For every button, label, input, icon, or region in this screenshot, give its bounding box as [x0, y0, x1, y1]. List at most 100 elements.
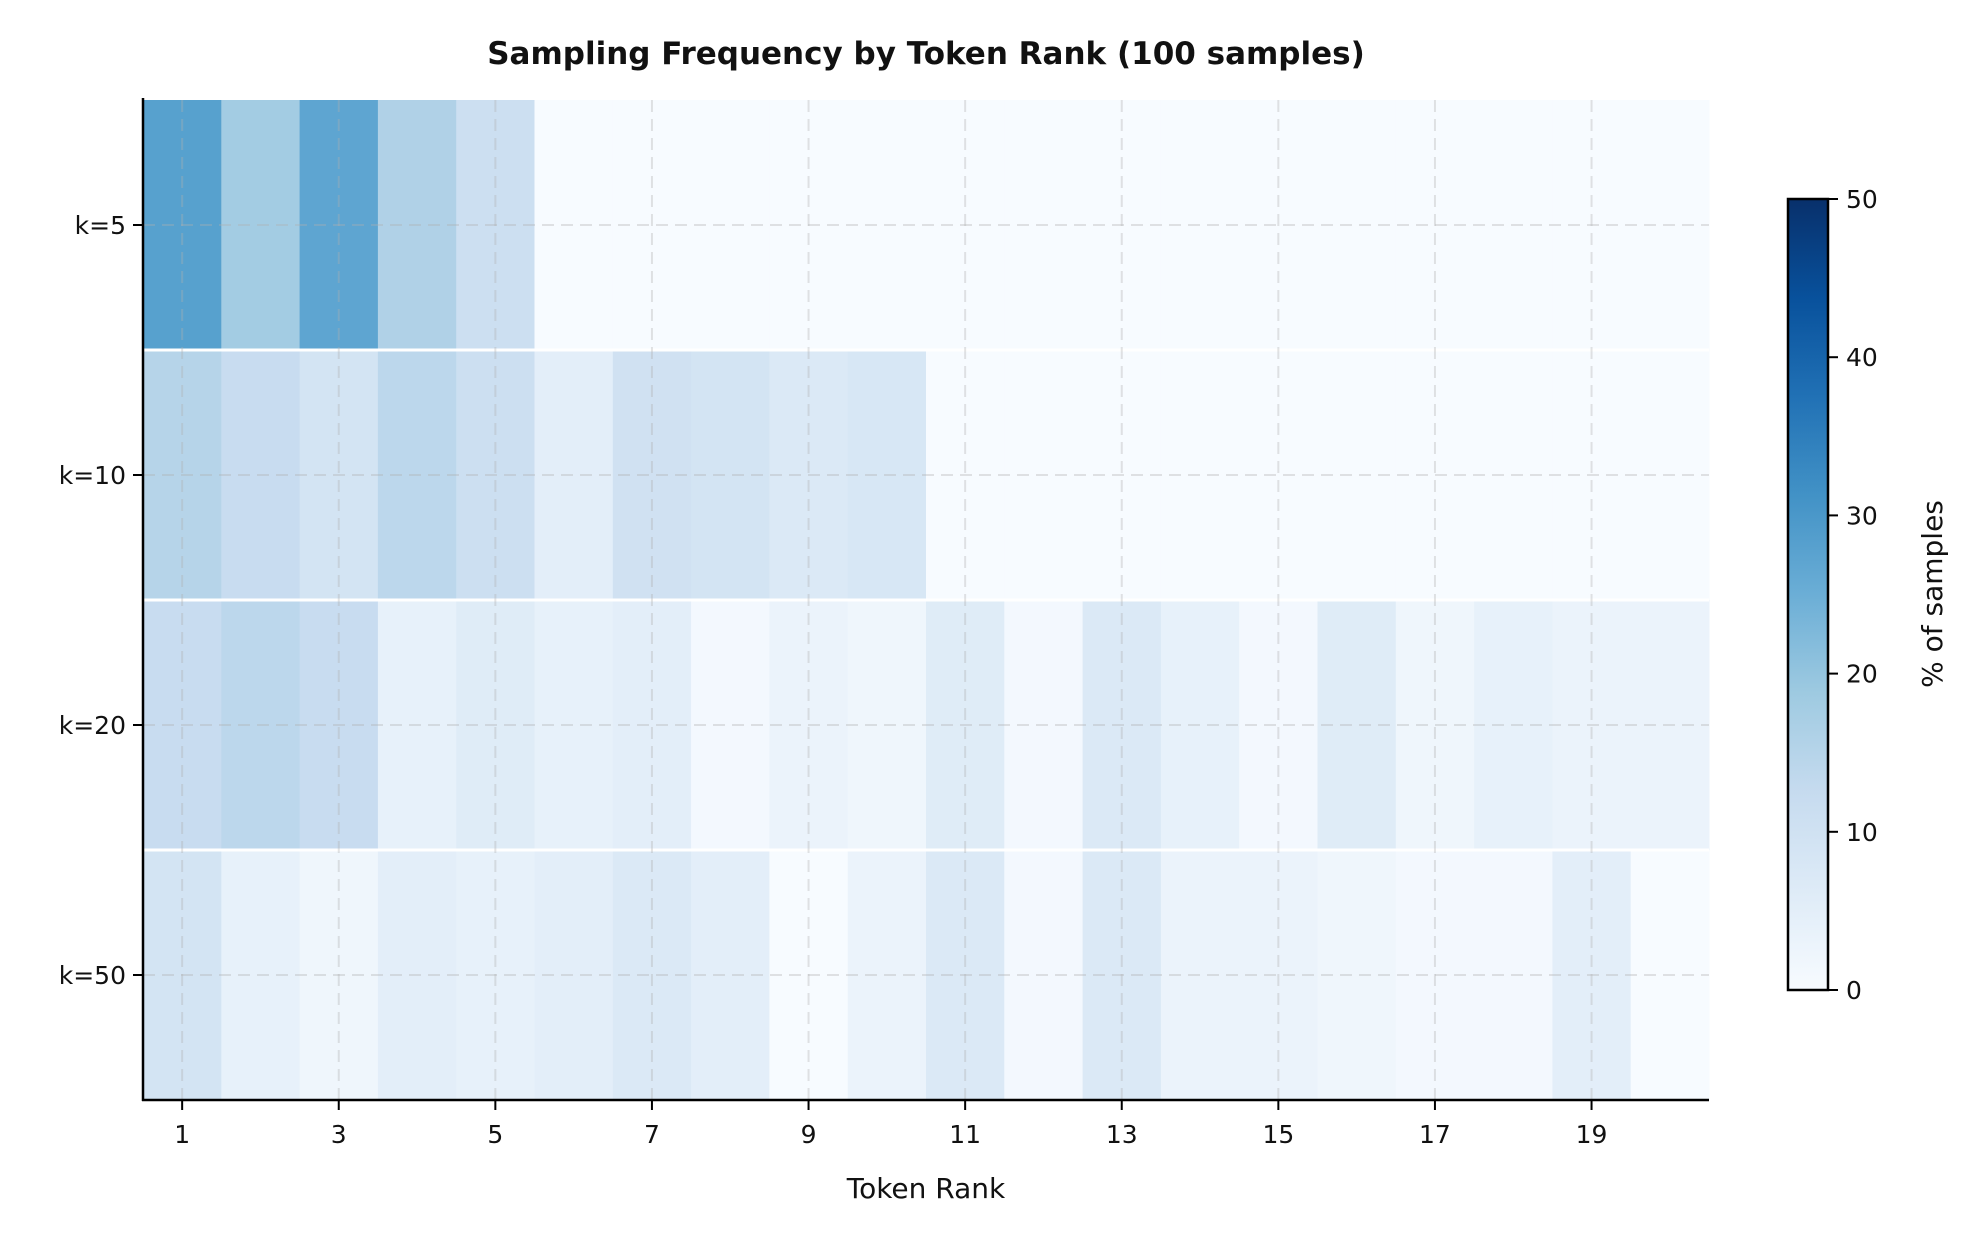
heatmap-cell	[1004, 600, 1084, 850]
heatmap-cell	[534, 600, 614, 850]
heatmap-cell	[377, 850, 457, 1100]
x-tick-label: 17	[1419, 1120, 1451, 1149]
colorbar-tick-label: 30	[1846, 501, 1878, 530]
heatmap-cell	[534, 850, 614, 1100]
heatmap-cell	[769, 100, 849, 350]
heatmap-cell	[691, 600, 770, 850]
x-tick-label: 11	[949, 1120, 981, 1149]
x-tick-label: 13	[1106, 1120, 1138, 1149]
heatmap-cell	[1395, 350, 1475, 600]
heatmap-cell	[1552, 350, 1632, 600]
heatmap-cell	[299, 350, 379, 600]
heatmap-cell	[1630, 350, 1710, 600]
colorbar-tick-label: 0	[1846, 976, 1862, 1005]
heatmap-cell	[221, 600, 301, 850]
x-tick-label: 15	[1262, 1120, 1294, 1149]
chart-title: Sampling Frequency by Token Rank (100 sa…	[487, 36, 1365, 72]
heatmap-cell	[926, 850, 1005, 1100]
heatmap-cell	[612, 600, 692, 850]
heatmap-cell	[299, 850, 379, 1100]
heatmap-cell	[1474, 850, 1553, 1100]
heatmap-cell	[769, 850, 849, 1100]
x-tick-label: 9	[801, 1120, 817, 1149]
heatmap-cell	[456, 100, 535, 350]
heatmap-cell	[612, 100, 692, 350]
heatmap-cell	[847, 600, 927, 850]
heatmap-cell	[299, 600, 379, 850]
heatmap-cell	[534, 100, 614, 350]
heatmap-cell	[1317, 100, 1397, 350]
heatmap-cell	[1395, 600, 1475, 850]
heatmap-cell	[1552, 100, 1632, 350]
colorbar: 0 10 20 30 40 50	[1786, 185, 1878, 1005]
heatmap-cell	[847, 850, 927, 1100]
heatmap-cell	[299, 100, 379, 350]
heatmap-cell	[456, 350, 535, 600]
x-tick-label: 1	[174, 1120, 190, 1149]
colorbar-tick-label: 10	[1846, 818, 1878, 847]
heatmap-cell	[769, 600, 849, 850]
heatmap-cell	[926, 100, 1005, 350]
heatmap-cell	[1160, 100, 1240, 350]
heatmap-cell	[143, 100, 222, 350]
x-tick-label: 19	[1576, 1120, 1608, 1149]
heatmap-cell	[1395, 850, 1475, 1100]
heatmap-cell	[691, 850, 770, 1100]
heatmap-cell	[612, 350, 692, 600]
y-tick-label: k=20	[59, 711, 126, 740]
heatmap-cell	[456, 850, 535, 1100]
colorbar-tick-label: 40	[1846, 343, 1878, 372]
heatmap-cell	[1004, 100, 1084, 350]
heatmap-cell	[377, 100, 457, 350]
heatmap-cell	[1317, 850, 1397, 1100]
x-tick-label: 3	[331, 1120, 347, 1149]
x-axis-ticks: 1 3 5 7 9 11 13 15 17 19	[174, 1100, 1607, 1149]
heatmap-cell	[1082, 600, 1162, 850]
heatmap-cell	[1160, 350, 1240, 600]
heatmap-cell	[1004, 350, 1084, 600]
heatmap-cell	[1474, 350, 1553, 600]
heatmap-cell	[1160, 600, 1240, 850]
heatmap-cell	[1082, 100, 1162, 350]
y-tick-label: k=50	[59, 961, 126, 990]
colorbar-tick-label: 20	[1846, 660, 1878, 689]
heatmap-cell	[1317, 600, 1397, 850]
heatmap-cell	[691, 100, 770, 350]
colorbar-label: % of samples	[1916, 500, 1949, 688]
y-axis-ticks: k=5 k=10 k=20 k=50	[59, 211, 143, 990]
heatmap-cell	[1474, 100, 1553, 350]
heatmap-cells	[143, 100, 1710, 1100]
heatmap-cell	[377, 600, 457, 850]
heatmap-cell	[769, 350, 849, 600]
heatmap-cell	[1239, 350, 1318, 600]
heatmap-cell	[1239, 100, 1318, 350]
heatmap-cell	[1160, 850, 1240, 1100]
heatmap-cell	[847, 350, 927, 600]
heatmap-cell	[1474, 600, 1553, 850]
heatmap-cell	[1239, 600, 1318, 850]
axes	[141, 98, 1709, 1102]
heatmap-cell	[1004, 850, 1084, 1100]
heatmap-cell	[221, 850, 301, 1100]
heatmap-cell	[143, 350, 222, 600]
x-tick-label: 5	[487, 1120, 503, 1149]
heatmap-cell	[1630, 850, 1710, 1100]
heatmap-cell	[1082, 850, 1162, 1100]
heatmap-cell	[1630, 100, 1710, 350]
heatmap-cell	[1317, 350, 1397, 600]
heatmap-cell	[534, 350, 614, 600]
heatmap-cell	[926, 600, 1005, 850]
x-tick-label: 7	[644, 1120, 660, 1149]
x-axis-label: Token Rank	[846, 1172, 1006, 1205]
colorbar-tick-label: 50	[1846, 185, 1878, 214]
colorbar-gradient	[1786, 197, 1830, 992]
heatmap-cell	[456, 600, 535, 850]
y-tick-label: k=10	[59, 461, 126, 490]
heatmap-cell	[691, 350, 770, 600]
heatmap-cell	[143, 850, 222, 1100]
heatmap-cell	[221, 100, 301, 350]
heatmap-cell	[221, 350, 301, 600]
heatmap-cell	[1395, 100, 1475, 350]
heatmap-cell	[377, 350, 457, 600]
